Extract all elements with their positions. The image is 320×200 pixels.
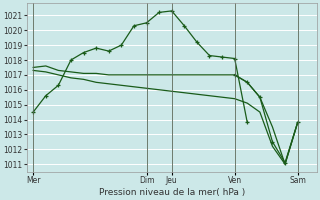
X-axis label: Pression niveau de la mer( hPa ): Pression niveau de la mer( hPa ) [99,188,245,197]
